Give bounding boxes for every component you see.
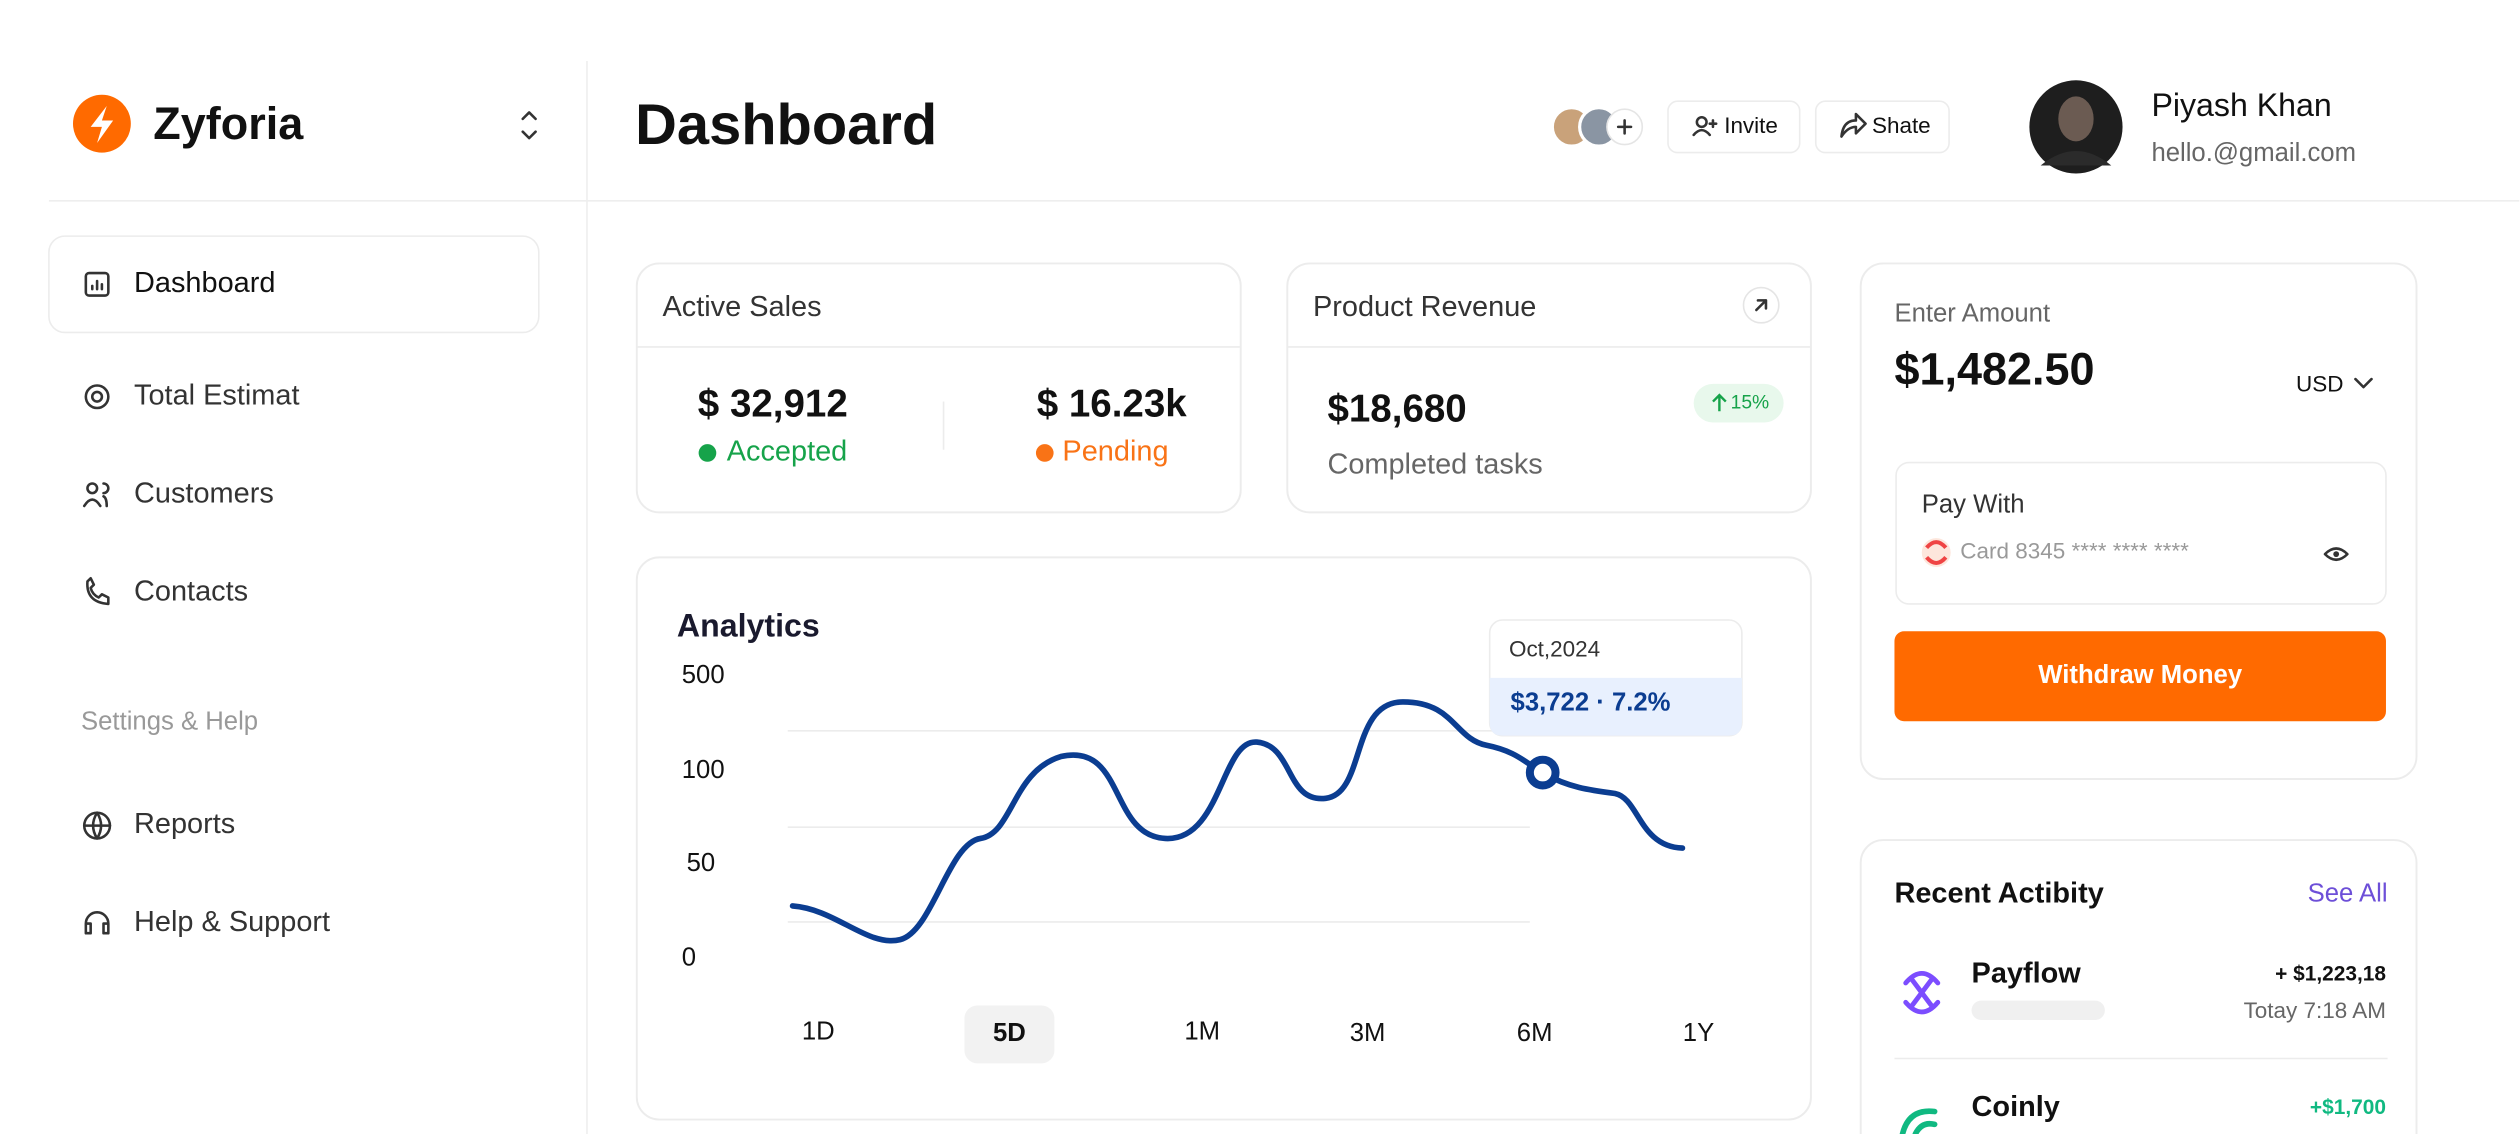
nav-item[interactable]: Help & Support xyxy=(134,906,330,938)
activity-amount: +$1,700 xyxy=(2310,1096,2386,1119)
tooltip-value: $3,722 · 7.2% xyxy=(1511,688,1671,716)
card-icon xyxy=(1925,540,1948,565)
revenue-label: Completed tasks xyxy=(1327,448,1542,480)
nav-icon xyxy=(86,482,99,495)
user-avatar-face xyxy=(2058,96,2094,142)
nav-item[interactable]: Total Estimat xyxy=(134,379,299,411)
growth-badge xyxy=(1693,383,1784,423)
nav-item[interactable]: Contacts xyxy=(134,575,248,607)
pay-with-box xyxy=(1895,461,2387,605)
nav-icon xyxy=(90,390,104,403)
invite-icon xyxy=(1692,119,1718,137)
nav-icon xyxy=(82,482,110,508)
card xyxy=(1859,839,2418,1134)
button-label: Invite xyxy=(1724,113,1778,138)
nav-item[interactable]: Dashboard xyxy=(134,267,275,299)
user-email: hello.@gmail.com xyxy=(2151,139,2356,167)
card xyxy=(635,262,1242,514)
active-sales-card: Active Sales $ 32,912 Accepted $ 16.23k … xyxy=(635,262,1242,514)
card-number: Card 8345 **** **** **** xyxy=(1960,538,2189,563)
recent-card: Recent Actibity See All Payflow + $1,223… xyxy=(1859,839,2418,1134)
amount-value[interactable]: $1,482.50 xyxy=(1894,344,2094,395)
sales-status: Accepted xyxy=(727,436,848,468)
range-option[interactable]: 3M xyxy=(1350,1019,1386,1047)
button-label: Withdraw Money xyxy=(2038,661,2243,689)
analytics-card: Analytics 500 100 50 0 Oct,2024 $3,722 ·… xyxy=(635,556,1812,1121)
revenue-value: $18,680 xyxy=(1327,387,1466,430)
withdraw-button[interactable] xyxy=(1894,631,2386,722)
y-label: 100 xyxy=(682,756,725,784)
nav-item[interactable]: Reports xyxy=(134,808,235,840)
sales-status: Pending xyxy=(1062,436,1168,468)
nav-item[interactable]: Customers xyxy=(134,477,274,509)
sales-value: $ 32,912 xyxy=(698,383,848,426)
sidebar: Zyforia Dashboard Total Estimat Customer… xyxy=(48,94,540,938)
growth-value: 15% xyxy=(1731,392,1770,413)
brand-name: Zyforia xyxy=(153,98,304,149)
reveal-icon[interactable] xyxy=(2323,547,2349,562)
sales-value: $ 16.23k xyxy=(1037,383,1188,426)
y-label: 500 xyxy=(682,661,725,689)
brand-switch[interactable] xyxy=(521,111,537,140)
activity-time: Totay 7:18 AM xyxy=(2244,998,2386,1023)
currency[interactable]: USD xyxy=(2296,371,2343,396)
activity-name: Payflow xyxy=(1972,958,2082,990)
amount-label: Enter Amount xyxy=(1894,300,2050,328)
card-title: Active Sales xyxy=(662,291,821,323)
card xyxy=(1286,262,1812,514)
nav-icon xyxy=(84,384,110,410)
share-button[interactable] xyxy=(1814,100,1950,154)
see-all-link[interactable]: See All xyxy=(2308,879,2388,907)
activity-amount: + $1,223,18 xyxy=(2275,962,2386,985)
range-option[interactable]: 6M xyxy=(1517,1019,1553,1047)
currency-chevron xyxy=(2354,377,2373,389)
nav-icon xyxy=(84,271,110,297)
status-dot xyxy=(698,444,717,462)
product-revenue-card: Product Revenue $18,680 Completed tasks … xyxy=(1286,262,1812,514)
nav-icon xyxy=(84,911,110,935)
user-name: Piyash Khan xyxy=(2151,87,2331,123)
page-title: Dashboard xyxy=(635,93,937,157)
button-label: Shate xyxy=(1872,113,1931,138)
activity-name: Coinly xyxy=(1972,1091,2060,1123)
add-icon xyxy=(1616,119,1633,135)
invite-button[interactable] xyxy=(1667,100,1801,154)
growth-arrow xyxy=(1712,393,1727,412)
tooltip-date: Oct,2024 xyxy=(1509,636,1600,661)
nav-icon xyxy=(90,279,104,291)
card-title: Analytics xyxy=(677,608,820,644)
nav-icon xyxy=(86,576,110,606)
y-label: 50 xyxy=(687,849,716,877)
range-option[interactable]: 1Y xyxy=(1683,1019,1714,1047)
range-selected[interactable] xyxy=(964,1005,1055,1064)
nav-section: Settings & Help xyxy=(81,708,258,736)
nav-active-bg[interactable] xyxy=(48,235,540,334)
status-dot xyxy=(1035,444,1054,462)
user-avatar-body xyxy=(2040,150,2112,166)
header: Dashboard Invite Shate Piyash Khan hello… xyxy=(635,80,2356,174)
activity-placeholder xyxy=(1971,1000,2105,1020)
payflow-icon xyxy=(1903,970,1941,1015)
range-option[interactable]: 1M xyxy=(1184,1018,1220,1046)
coinly-icon xyxy=(1899,1108,1938,1134)
hover-point[interactable] xyxy=(1525,755,1560,790)
invite-icon xyxy=(1695,115,1708,129)
share-icon xyxy=(1840,112,1867,138)
card-title: Recent Actibity xyxy=(1894,877,2103,909)
payment-card: Enter Amount $1,482.50 USD Pay With Card… xyxy=(1859,262,2418,780)
tooltip-highlight xyxy=(1489,677,1742,736)
open-icon xyxy=(1755,299,1768,312)
card-title: Product Revenue xyxy=(1313,291,1536,323)
y-label: 0 xyxy=(682,944,696,972)
pay-with-label: Pay With xyxy=(1922,491,2025,519)
range-option[interactable]: 5D xyxy=(993,1019,1026,1047)
range-option[interactable]: 1D xyxy=(802,1018,835,1046)
nav-icon xyxy=(82,811,112,840)
brand-bolt xyxy=(90,106,114,143)
reveal-icon xyxy=(2333,551,2340,558)
